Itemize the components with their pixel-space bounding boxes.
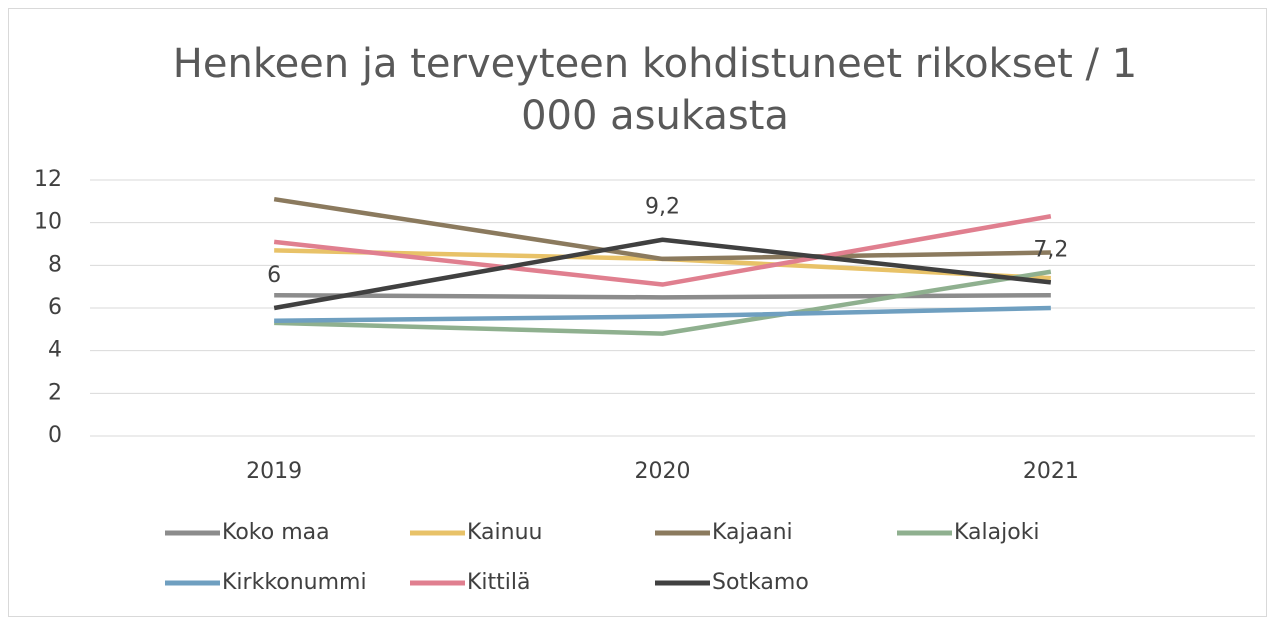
legend-label: Koko maa — [222, 520, 330, 545]
legend-label: Kittilä — [467, 570, 531, 595]
x-tick-label: 2019 — [246, 459, 302, 484]
chart-title: Henkeen ja terveyteen kohdistuneet rikok… — [172, 41, 1138, 139]
series-line — [273, 237, 1052, 311]
series-line — [273, 196, 1051, 262]
legend-label: Kalajoki — [954, 520, 1040, 545]
y-tick-label: 10 — [34, 210, 62, 235]
y-tick-label: 0 — [48, 423, 62, 448]
legend-label: Sotkamo — [712, 570, 809, 595]
x-tick-label: 2020 — [635, 459, 691, 484]
series-line — [274, 269, 1052, 336]
series-line — [274, 292, 1051, 300]
y-tick-label: 8 — [48, 252, 62, 277]
y-tick-label: 6 — [48, 295, 62, 320]
y-tick-label: 12 — [34, 167, 62, 192]
data-label: 7,2 — [1033, 237, 1068, 262]
legend-label: Kirkkonummi — [222, 570, 367, 595]
series-line — [273, 214, 1052, 287]
x-tick-label: 2021 — [1023, 459, 1079, 484]
data-label: 9,2 — [645, 195, 680, 220]
legend-label: Kainuu — [467, 520, 542, 545]
data-label: 6 — [267, 263, 281, 288]
legend-label: Kajaani — [712, 520, 793, 545]
y-tick-label: 2 — [48, 380, 62, 405]
chart-frame — [8, 8, 1267, 617]
series-line — [274, 305, 1051, 324]
y-tick-label: 4 — [48, 338, 62, 363]
